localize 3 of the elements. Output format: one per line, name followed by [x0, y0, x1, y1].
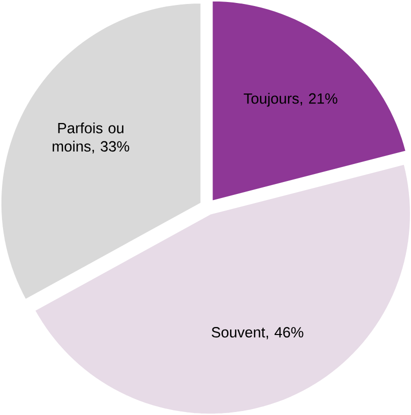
slice-label: Souvent, 46% — [212, 327, 304, 340]
slice-label: Parfois ou moins, 33% — [52, 122, 129, 154]
slice-label: Toujours, 21% — [244, 92, 338, 107]
